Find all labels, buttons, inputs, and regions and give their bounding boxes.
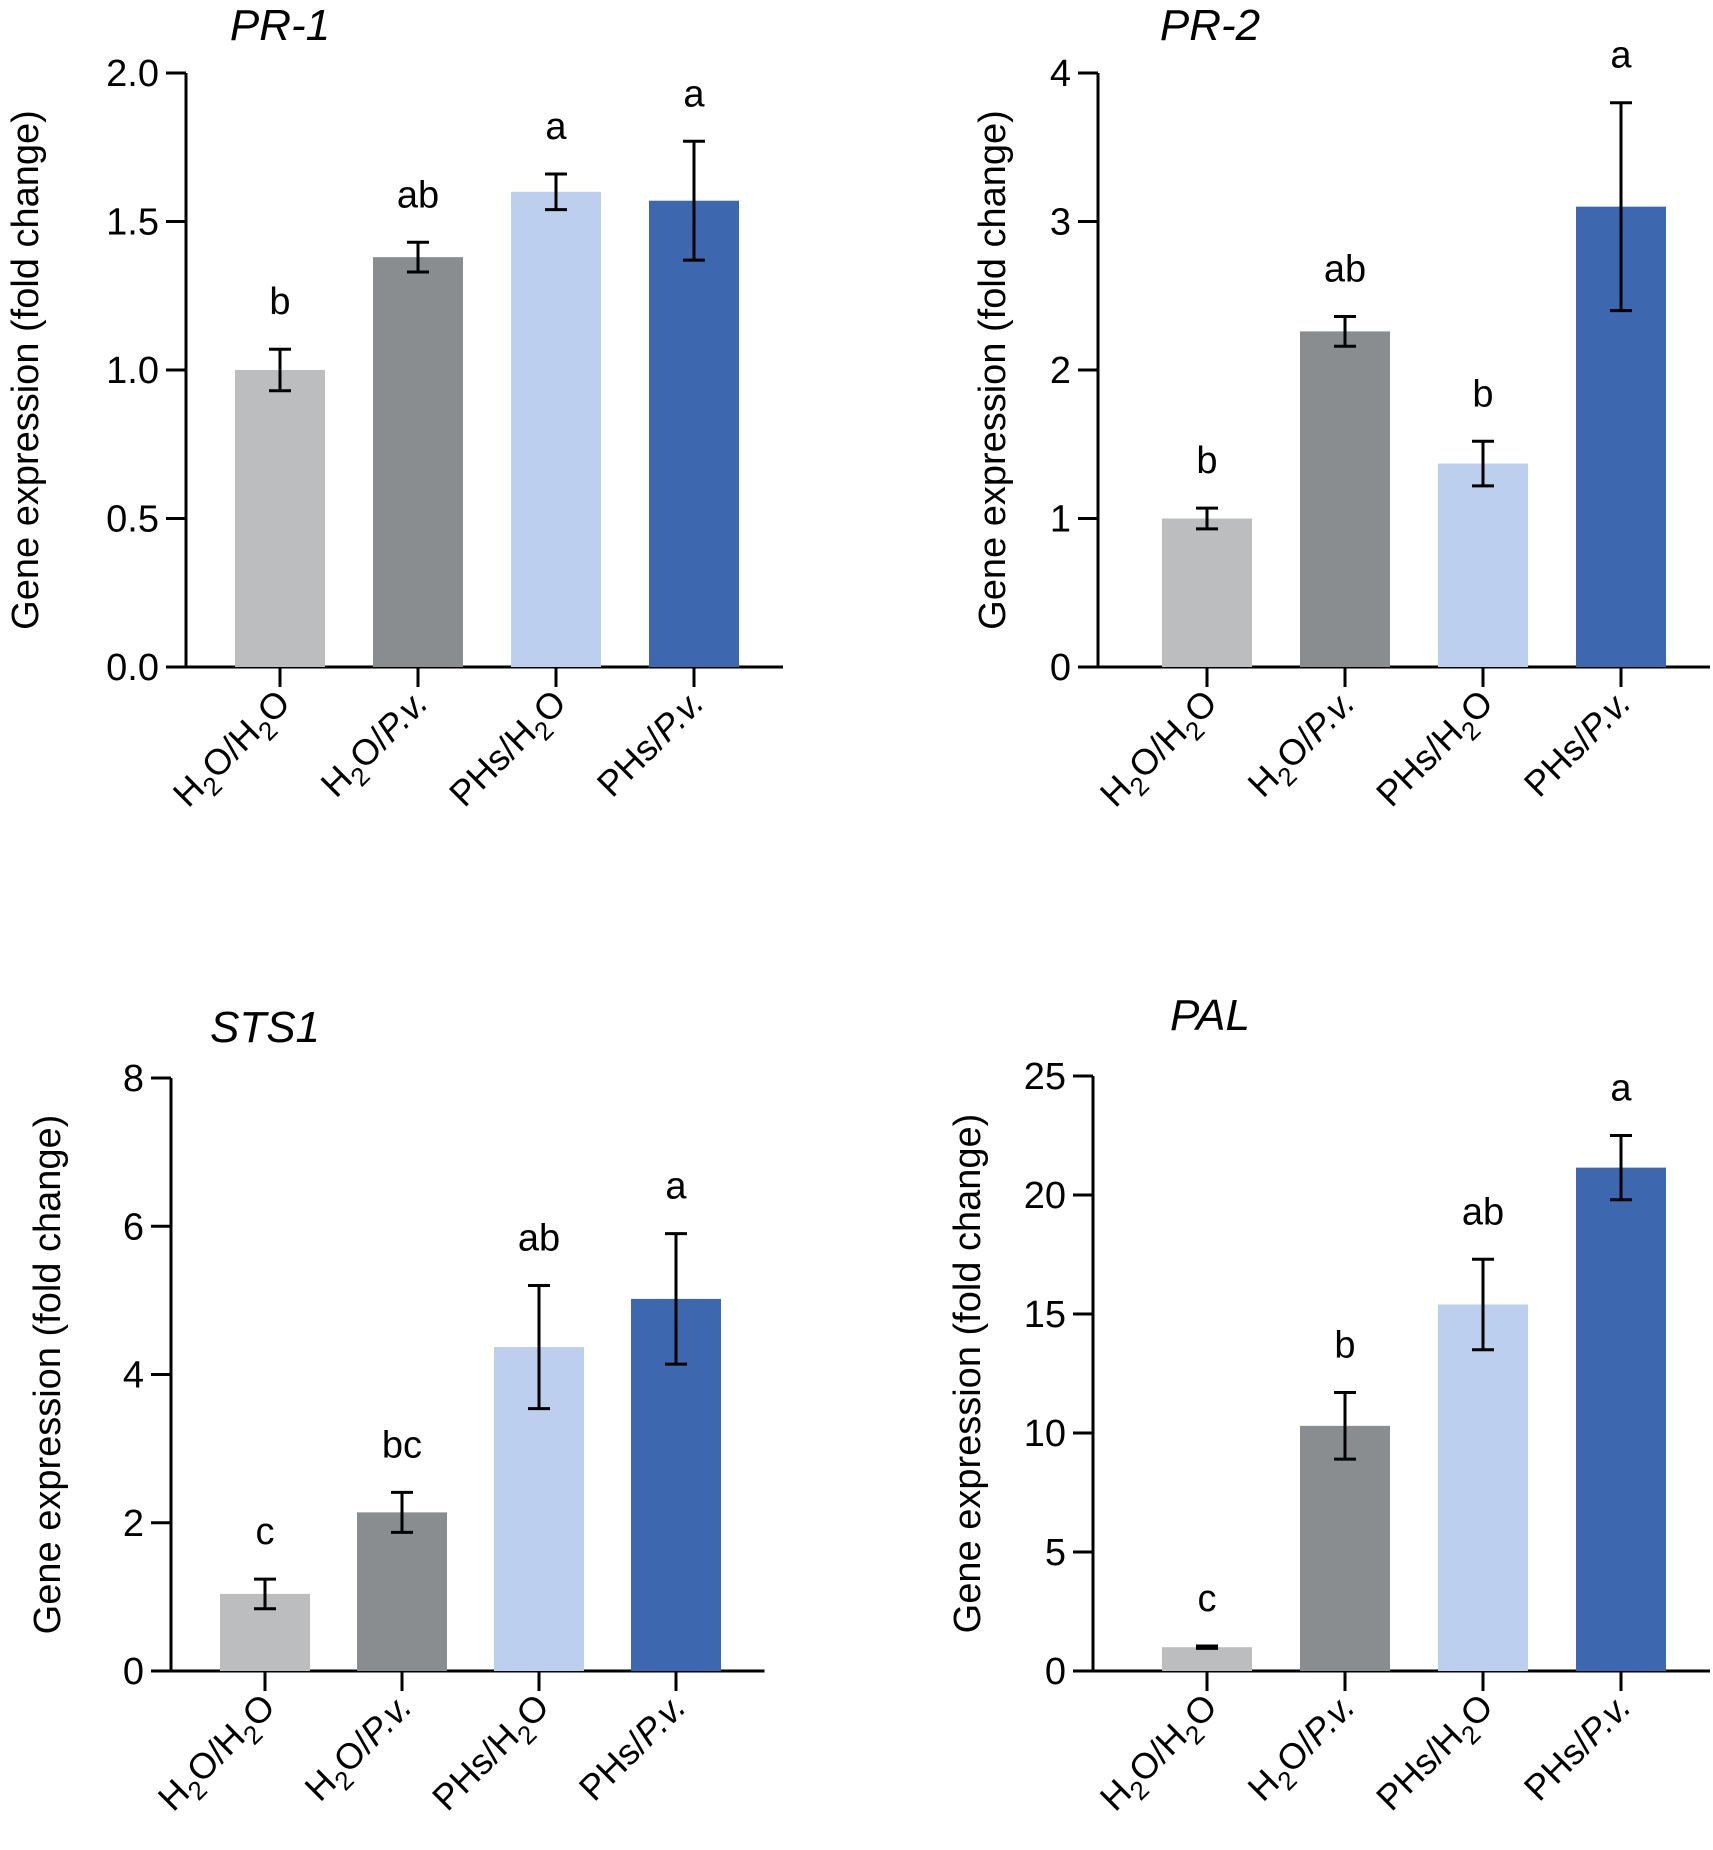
y-tick-label: 0	[123, 1651, 144, 1693]
x-tick-label: H2O/H2O	[150, 1686, 289, 1825]
significance-label: b	[1334, 1325, 1355, 1367]
y-axis-label: Gene expression (fold change)	[947, 1114, 989, 1634]
chart-panel-pr-2: PR-2 Gene expression (fold change) 0 1 2 3 4 b H…	[972, 1, 1710, 821]
error-bar	[665, 1232, 687, 1366]
chart-title: PAL	[1170, 991, 1250, 1040]
bar	[1438, 1304, 1528, 1671]
significance-label: c	[1198, 1578, 1217, 1620]
y-tick-label: 4	[1050, 53, 1071, 95]
y-tick-label: 0	[1050, 647, 1071, 689]
y-axis-label: Gene expression (fold change)	[972, 110, 1014, 630]
error-bar	[545, 172, 567, 212]
bar	[357, 1512, 447, 1671]
bar	[373, 257, 463, 667]
significance-label: a	[665, 1166, 687, 1208]
x-tick-label: PHs/H2O	[1368, 1686, 1506, 1824]
error-bar	[1196, 506, 1218, 531]
error-bar	[1472, 439, 1494, 488]
y-tick-label: 0.0	[106, 647, 159, 689]
y-tick-label: 20	[1024, 1175, 1066, 1217]
bar	[1162, 1647, 1252, 1671]
x-tick-label: PHs/P.v.	[571, 1686, 694, 1809]
x-tick-label: H2O/H2O	[1092, 682, 1231, 821]
significance-label: ab	[1462, 1191, 1504, 1233]
y-tick-label: 1	[1050, 499, 1071, 541]
bar	[511, 191, 601, 668]
error-bar	[683, 139, 705, 262]
chart-title: PR-2	[1160, 1, 1260, 50]
error-bar	[1334, 315, 1356, 348]
y-tick-label: 2	[1050, 350, 1071, 392]
significance-label: c	[256, 1511, 275, 1553]
significance-label: ab	[518, 1218, 560, 1260]
x-tick-label: H2O/P.v.	[1239, 1686, 1368, 1815]
error-bar	[1610, 1134, 1632, 1202]
error-bar	[269, 347, 291, 393]
bar	[235, 370, 325, 667]
x-tick-label: PHs/H2O	[1368, 682, 1506, 820]
x-tick-label: H2O/P.v.	[296, 1686, 425, 1815]
chart-title: PR-1	[230, 1, 330, 50]
bar	[1576, 1167, 1666, 1671]
significance-label: b	[1472, 373, 1493, 415]
x-tick-label: PHs/P.v.	[1516, 682, 1639, 805]
significance-label: b	[1196, 440, 1217, 482]
y-tick-label: 10	[1024, 1413, 1066, 1455]
significance-label: a	[683, 73, 705, 115]
y-tick-label: 5	[1045, 1532, 1066, 1574]
error-bar	[407, 240, 429, 274]
x-tick-label: PHs/P.v.	[589, 682, 712, 805]
error-bar	[528, 1284, 550, 1411]
error-bar	[1610, 101, 1632, 313]
x-tick-label: H2O/P.v.	[312, 682, 441, 811]
y-tick-label: 4	[123, 1355, 144, 1397]
significance-label: b	[269, 281, 290, 323]
y-tick-label: 2	[123, 1503, 144, 1545]
y-tick-label: 3	[1050, 202, 1071, 244]
y-tick-label: 15	[1024, 1294, 1066, 1336]
bar	[649, 200, 739, 667]
bar	[1300, 331, 1390, 667]
chart-panel-pr-1: PR-1 Gene expression (fold change) 0.0 0.5 1…	[5, 1, 783, 821]
chart-title: STS1	[210, 1003, 320, 1052]
bar	[1300, 1425, 1390, 1671]
x-tick-label: H2O/H2O	[165, 682, 304, 821]
x-tick-label: H2O/H2O	[1092, 1686, 1231, 1825]
y-tick-label: 1.5	[106, 202, 159, 244]
error-bar	[1196, 1644, 1218, 1650]
x-tick-label: PHs/H2O	[441, 682, 579, 820]
error-bar	[254, 1577, 276, 1611]
x-tick-label: H2O/P.v.	[1239, 682, 1368, 811]
significance-label: a	[545, 106, 567, 148]
significance-label: ab	[397, 174, 439, 216]
y-tick-label: 0	[1045, 1651, 1066, 1693]
significance-label: bc	[382, 1424, 422, 1466]
x-tick-label: PHs/H2O	[424, 1686, 562, 1824]
y-tick-label: 8	[123, 1058, 144, 1100]
bar	[1162, 518, 1252, 667]
error-bar	[1472, 1257, 1494, 1352]
chart-panel-pal: PAL Gene expression (fold change) 0 5 10 15 20…	[947, 991, 1710, 1825]
significance-label: ab	[1324, 249, 1366, 291]
significance-label: a	[1610, 35, 1632, 77]
chart-panel-sts1: STS1 Gene expression (fold change) 0 2 4 6 8 c H…	[27, 1003, 765, 1825]
bar	[1438, 463, 1528, 667]
y-tick-label: 1.0	[106, 350, 159, 392]
y-tick-label: 6	[123, 1206, 144, 1248]
x-tick-label: PHs/P.v.	[1516, 1686, 1639, 1809]
y-axis-label: Gene expression (fold change)	[27, 1115, 69, 1635]
error-bar	[391, 1490, 413, 1534]
y-tick-label: 25	[1024, 1056, 1066, 1098]
y-tick-label: 0.5	[106, 499, 159, 541]
error-bar	[1334, 1391, 1356, 1461]
significance-label: a	[1610, 1068, 1632, 1110]
y-tick-label: 2.0	[106, 53, 159, 95]
y-axis-label: Gene expression (fold change)	[5, 110, 47, 630]
